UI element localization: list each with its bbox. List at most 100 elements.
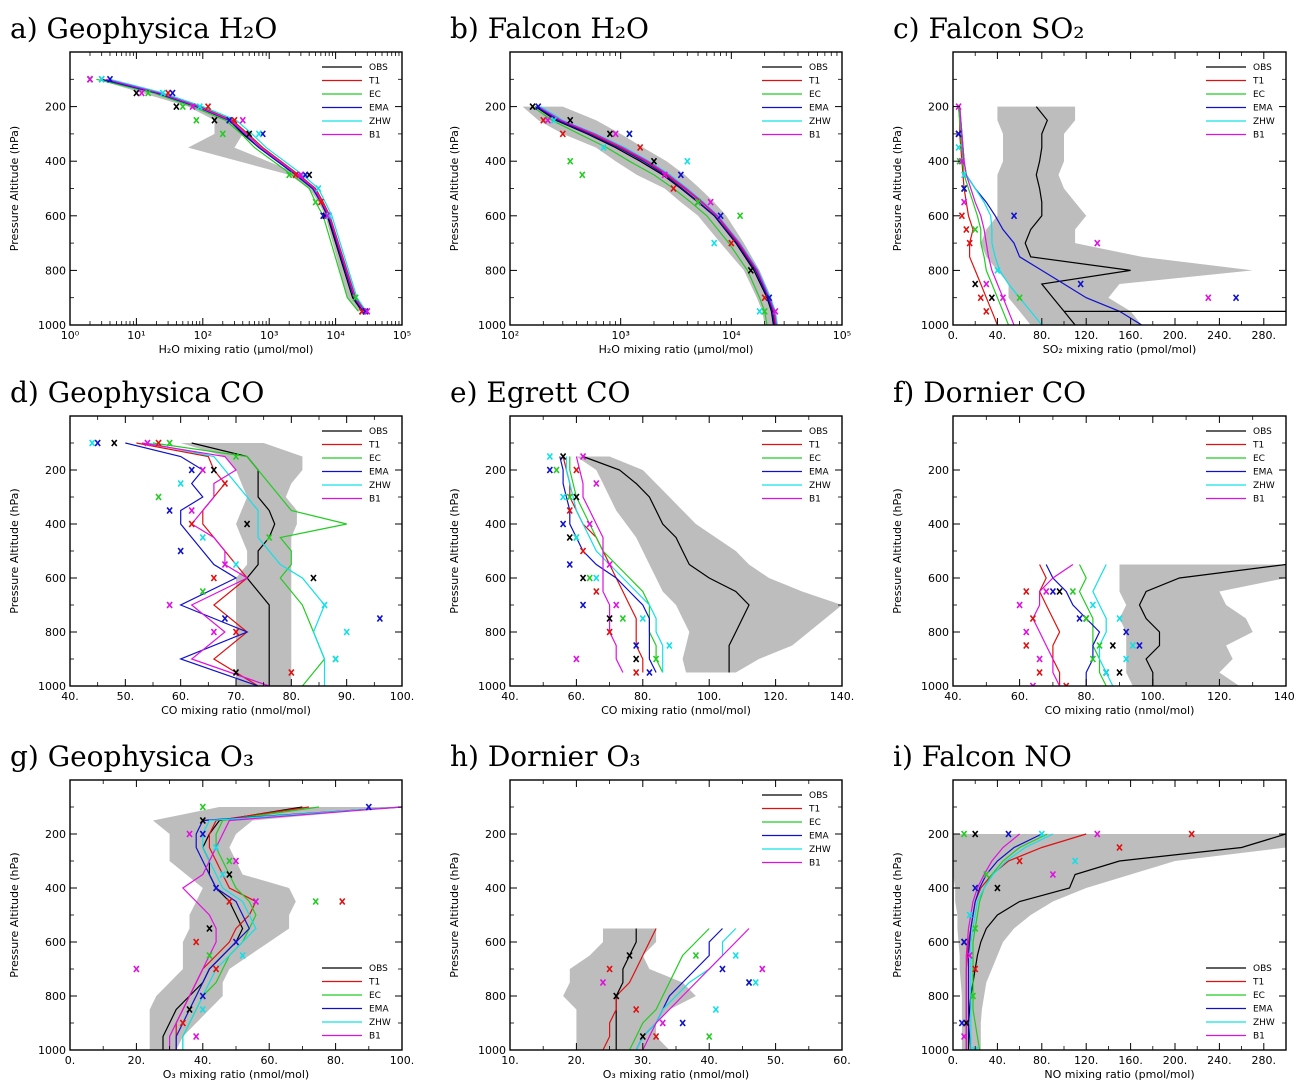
legend: OBS T1 EC EMA ZHW B1 bbox=[1206, 964, 1275, 1042]
data-marker-obs bbox=[606, 614, 613, 623]
data-marker-ec bbox=[352, 294, 359, 302]
series-line-b1 bbox=[141, 442, 270, 686]
chart-panel-9: i) Falcon NO 0. 40. 80. 120. 160. 200. 240. 280.… bbox=[891, 740, 1287, 1081]
x-tick-label: 10⁰ bbox=[61, 329, 80, 342]
data-marker-t1 bbox=[573, 466, 580, 474]
data-marker-ema bbox=[955, 130, 962, 138]
y-tick-label: 600 bbox=[485, 572, 506, 585]
data-marker-ec bbox=[144, 89, 152, 97]
legend-label-obs: OBS bbox=[369, 63, 388, 73]
series-line-zhw bbox=[540, 106, 778, 325]
legend-label-b1: B1 bbox=[809, 859, 821, 869]
data-marker-ema bbox=[745, 978, 753, 987]
data-marker-zhw bbox=[955, 144, 962, 152]
data-marker-ema bbox=[560, 520, 567, 528]
legend-label-ec: EC bbox=[809, 90, 821, 100]
data-marker-t1 bbox=[212, 965, 220, 973]
legend-label-ema: EMA bbox=[809, 104, 829, 114]
series-line-b1 bbox=[1032, 564, 1074, 686]
legend-label-b1: B1 bbox=[369, 495, 381, 505]
data-marker-zhw bbox=[1089, 601, 1096, 609]
data-marker-b1 bbox=[772, 307, 779, 315]
x-axis-label: O₃ mixing ratio (nmol/mol) bbox=[603, 1068, 749, 1081]
data-marker-ec bbox=[706, 1032, 713, 1041]
data-marker-zhw bbox=[159, 89, 166, 97]
legend-label-b1: B1 bbox=[809, 495, 821, 505]
panel-title: f) Dornier CO bbox=[893, 376, 1086, 409]
data-marker-t1 bbox=[633, 1005, 640, 1014]
y-axis-label: Pressure Altitude (hPa) bbox=[448, 126, 461, 251]
data-marker-ema bbox=[958, 1019, 965, 1027]
data-marker-obs bbox=[310, 574, 317, 582]
data-marker-zhw bbox=[1116, 614, 1123, 623]
legend-label-t1: T1 bbox=[368, 978, 380, 988]
data-marker-t1 bbox=[1116, 843, 1123, 852]
series-line-ema bbox=[536, 106, 775, 325]
x-tick-label: 60. bbox=[833, 1054, 851, 1067]
data-marker-ec bbox=[736, 212, 744, 220]
data-marker-b1 bbox=[613, 601, 620, 609]
x-axis-label: H₂O mixing ratio (μmol/mol) bbox=[599, 343, 754, 356]
y-tick-label: 400 bbox=[485, 155, 506, 168]
legend-label-obs: OBS bbox=[1253, 63, 1272, 73]
data-marker-ema bbox=[169, 89, 176, 97]
series-line-ec bbox=[569, 456, 664, 673]
data-marker-ema bbox=[1136, 641, 1143, 650]
plot-area bbox=[522, 103, 779, 325]
x-tick-label: 20. bbox=[568, 1054, 586, 1067]
data-marker-obs bbox=[994, 884, 1001, 892]
data-marker-zhw bbox=[199, 1005, 206, 1014]
data-marker-obs bbox=[650, 157, 658, 165]
data-marker-obs bbox=[963, 1019, 970, 1027]
series-line-b1 bbox=[105, 78, 365, 312]
y-axis-label: Pressure Altitude (hPa) bbox=[891, 126, 904, 251]
data-marker-ec bbox=[1069, 587, 1076, 596]
legend: OBS T1 EC EMA ZHW B1 bbox=[762, 791, 831, 869]
x-tick-label: 50. bbox=[767, 1054, 785, 1067]
x-tick-label: 80. bbox=[1033, 1054, 1051, 1067]
legend-label-b1: B1 bbox=[1253, 131, 1265, 141]
y-tick-label: 800 bbox=[45, 264, 66, 277]
series-line-ec bbox=[532, 106, 768, 325]
data-marker-ec bbox=[586, 574, 593, 582]
data-marker-ec bbox=[179, 103, 186, 111]
data-marker-b1 bbox=[1094, 239, 1101, 247]
legend: OBS T1 EC EMA ZHW B1 bbox=[1206, 63, 1275, 141]
data-marker-b1 bbox=[199, 466, 206, 474]
data-marker-b1 bbox=[659, 1019, 666, 1027]
chart-panel-6: f) Dornier CO 40. 60. 80. 100. 120. 140. 200 400… bbox=[891, 376, 1296, 717]
data-marker-b1 bbox=[661, 171, 668, 179]
data-marker-b1 bbox=[999, 294, 1007, 302]
data-marker-b1 bbox=[1205, 294, 1212, 302]
data-marker-t1 bbox=[606, 965, 613, 973]
data-marker-t1 bbox=[761, 294, 768, 302]
data-marker-obs bbox=[226, 870, 233, 879]
data-marker-b1 bbox=[1049, 870, 1057, 879]
series-line-zhw bbox=[182, 806, 402, 1050]
y-axis-label: Pressure Altitude (hPa) bbox=[448, 852, 461, 977]
plot-area bbox=[133, 803, 402, 1050]
data-marker-t1 bbox=[963, 225, 970, 233]
data-marker-obs bbox=[639, 1032, 646, 1041]
data-marker-t1 bbox=[977, 294, 984, 302]
x-tick-label: 50. bbox=[117, 690, 135, 703]
series-line-b1 bbox=[575, 456, 624, 673]
legend-label-ec: EC bbox=[369, 90, 381, 100]
data-marker-ema bbox=[376, 614, 383, 623]
data-marker-t1 bbox=[1023, 587, 1030, 596]
data-marker-ema bbox=[766, 294, 773, 302]
data-marker-b1 bbox=[133, 965, 140, 973]
obs-range-band bbox=[953, 834, 1286, 1050]
panel-title: b) Falcon H₂O bbox=[450, 12, 649, 45]
data-marker-b1 bbox=[958, 157, 965, 165]
data-marker-zhw bbox=[712, 1005, 719, 1014]
data-marker-zhw bbox=[212, 843, 220, 852]
x-axis-label: CO mixing ratio (nmol/mol) bbox=[1045, 704, 1195, 717]
x-tick-label: 160. bbox=[1118, 1054, 1143, 1067]
data-marker-ec bbox=[1096, 641, 1103, 650]
series-line-ema bbox=[125, 442, 259, 686]
data-marker-zhw bbox=[1071, 857, 1079, 865]
legend-label-obs: OBS bbox=[1253, 427, 1272, 437]
data-marker-ema bbox=[106, 75, 114, 83]
data-marker-obs bbox=[613, 992, 620, 1000]
